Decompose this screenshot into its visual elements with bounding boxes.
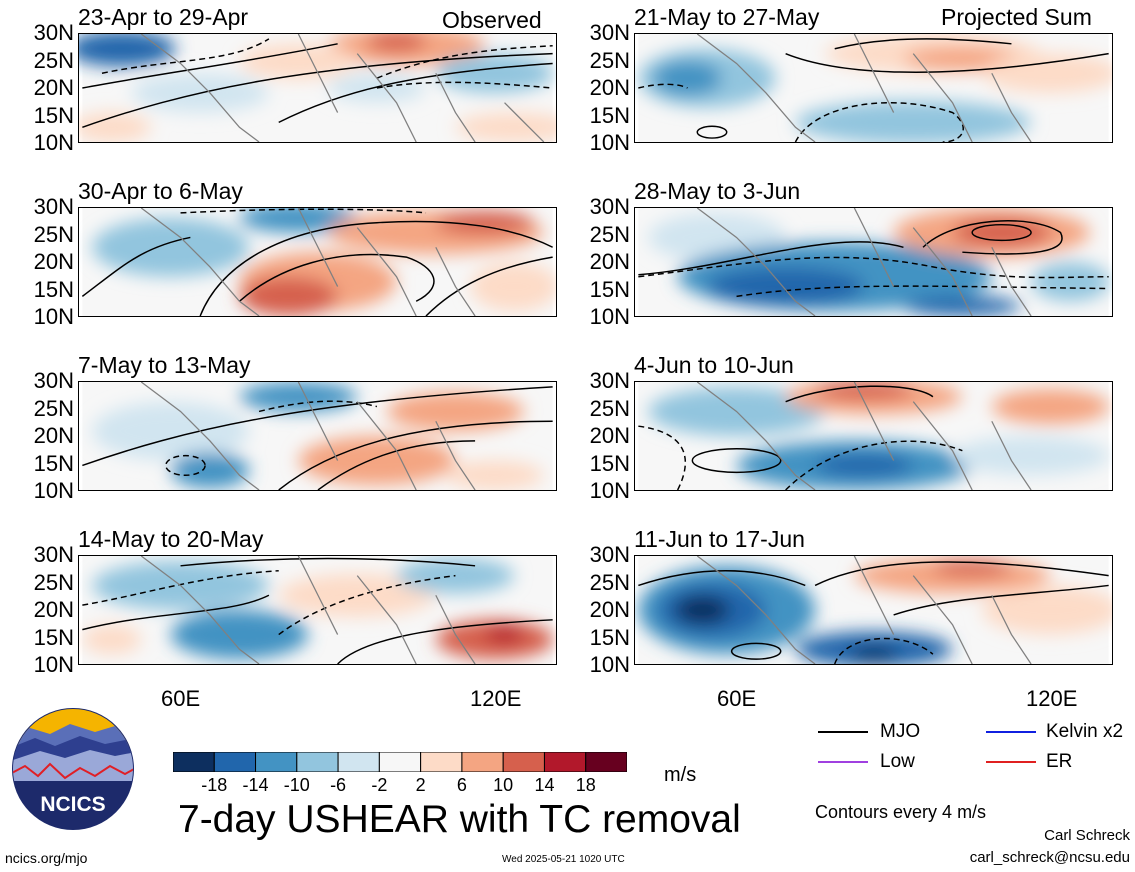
lat-label: 30N bbox=[33, 194, 74, 219]
colorbar-swatch bbox=[255, 751, 298, 773]
lat-label: 30N bbox=[589, 194, 630, 219]
lat-label: 30N bbox=[589, 368, 630, 393]
colorbar-swatch bbox=[337, 751, 380, 773]
shear-map bbox=[78, 381, 557, 491]
lat-label: 20N bbox=[589, 75, 630, 100]
lat-label: 15N bbox=[33, 624, 74, 650]
ncics-logo: NCICS bbox=[12, 708, 134, 830]
colorbar-swatches bbox=[172, 751, 628, 773]
legend-label-er: ER bbox=[1046, 751, 1073, 772]
colorbar-tick-label: -10 bbox=[283, 775, 310, 795]
lat-label: 15N bbox=[589, 102, 630, 128]
panel-title: 11-Jun to 17-Jun bbox=[634, 526, 805, 552]
colorbar-tick-label: 6 bbox=[456, 775, 467, 795]
colorbar-tick-label: -18 bbox=[201, 775, 228, 795]
panel-title: 4-Jun to 10-Jun bbox=[634, 352, 794, 378]
lat-label: 15N bbox=[589, 276, 630, 302]
author-name: Carl Schreck bbox=[1044, 827, 1130, 844]
lat-label: 20N bbox=[589, 423, 630, 448]
lat-label: 20N bbox=[33, 249, 74, 274]
panel-title: 28-May to 3-Jun bbox=[634, 178, 801, 204]
lat-label: 10N bbox=[33, 652, 74, 677]
colorbar-swatch bbox=[502, 751, 545, 773]
lat-label: 10N bbox=[33, 478, 74, 503]
lat-label: 10N bbox=[589, 130, 630, 155]
lat-label: 20N bbox=[33, 423, 74, 448]
shear-map bbox=[78, 33, 557, 143]
logo-text: NCICS bbox=[40, 793, 105, 816]
lat-label: 10N bbox=[33, 304, 74, 329]
timestamp: Wed 2025-05-21 1020 UTC bbox=[502, 854, 625, 865]
legend-lines bbox=[818, 731, 1036, 763]
colorbar-swatch bbox=[296, 751, 339, 773]
colorbar-tick-label: -2 bbox=[371, 775, 388, 795]
lon-label-120e-right: 120E bbox=[1026, 686, 1078, 711]
shear-map bbox=[634, 555, 1113, 665]
lat-label: 25N bbox=[33, 395, 74, 421]
lat-label: 15N bbox=[33, 102, 74, 128]
unit-label: m/s bbox=[664, 764, 697, 786]
lat-label: 10N bbox=[589, 304, 630, 329]
lat-label: 25N bbox=[589, 47, 630, 73]
shear-map bbox=[78, 207, 557, 317]
panel-title: 30-Apr to 6-May bbox=[78, 178, 243, 204]
site-url: ncics.org/mjo bbox=[5, 850, 88, 866]
lon-label-60e-right: 60E bbox=[717, 686, 757, 711]
colorbar-swatch bbox=[378, 751, 422, 773]
colorbar-tick-label: -6 bbox=[330, 775, 347, 795]
legend-label-mjo: MJO bbox=[880, 721, 921, 742]
colorbar-swatch bbox=[213, 751, 257, 773]
panel-title: 23-Apr to 29-Apr bbox=[78, 4, 249, 30]
lat-label: 25N bbox=[589, 569, 630, 595]
author-email: carl_schreck@ncsu.edu bbox=[969, 849, 1130, 866]
shear-map bbox=[78, 555, 557, 665]
shear-map bbox=[634, 33, 1113, 143]
lat-label: 15N bbox=[33, 450, 74, 476]
lat-label: 20N bbox=[589, 249, 630, 274]
lat-label: 25N bbox=[33, 47, 74, 73]
colorbar-swatch bbox=[172, 751, 215, 773]
colorbar-tick-label: 10 bbox=[493, 775, 514, 795]
lat-label: 20N bbox=[33, 597, 74, 622]
lat-label: 25N bbox=[589, 395, 630, 421]
legend-label-kelvin: Kelvin x2 bbox=[1046, 721, 1124, 742]
lon-label-60e: 60E bbox=[161, 686, 201, 711]
colorbar-tick-label: -14 bbox=[242, 775, 269, 795]
contour-note: Contours every 4 m/s bbox=[815, 802, 987, 822]
lat-label: 30N bbox=[589, 20, 630, 45]
lat-label: 25N bbox=[589, 221, 630, 247]
lat-label: 30N bbox=[33, 20, 74, 45]
lat-label: 15N bbox=[33, 276, 74, 302]
lat-label: 20N bbox=[589, 597, 630, 622]
observed-label: Observed bbox=[442, 7, 542, 33]
lat-label: 25N bbox=[33, 569, 74, 595]
panel-title: 14-May to 20-May bbox=[78, 526, 264, 552]
lat-label: 10N bbox=[589, 652, 630, 677]
colorbar-tick-label: 14 bbox=[534, 775, 555, 795]
lat-label: 15N bbox=[589, 624, 630, 650]
lat-label: 15N bbox=[589, 450, 630, 476]
lat-label: 30N bbox=[33, 368, 74, 393]
colorbar-swatch bbox=[420, 751, 463, 773]
lat-label: 20N bbox=[33, 75, 74, 100]
lat-label: 10N bbox=[589, 478, 630, 503]
projected-sum-label: Projected Sum bbox=[941, 4, 1092, 30]
colorbar bbox=[172, 751, 628, 773]
lat-label: 30N bbox=[589, 542, 630, 567]
colorbar-tick-label: 2 bbox=[415, 775, 426, 795]
main-title: 7-day USHEAR with TC removal bbox=[178, 798, 741, 841]
shear-map bbox=[634, 207, 1113, 317]
colorbar-swatch bbox=[543, 751, 587, 773]
colorbar-tick-label: 18 bbox=[575, 775, 596, 795]
lat-label: 30N bbox=[33, 542, 74, 567]
legend-label-low: Low bbox=[880, 751, 915, 772]
lat-label: 10N bbox=[33, 130, 74, 155]
lon-label-120e: 120E bbox=[470, 686, 522, 711]
lat-label: 25N bbox=[33, 221, 74, 247]
panel-title: 7-May to 13-May bbox=[78, 352, 251, 378]
colorbar-swatch bbox=[461, 751, 504, 773]
panel-title: 21-May to 27-May bbox=[634, 4, 820, 30]
colorbar-swatch bbox=[585, 751, 628, 773]
shear-map bbox=[634, 381, 1113, 491]
